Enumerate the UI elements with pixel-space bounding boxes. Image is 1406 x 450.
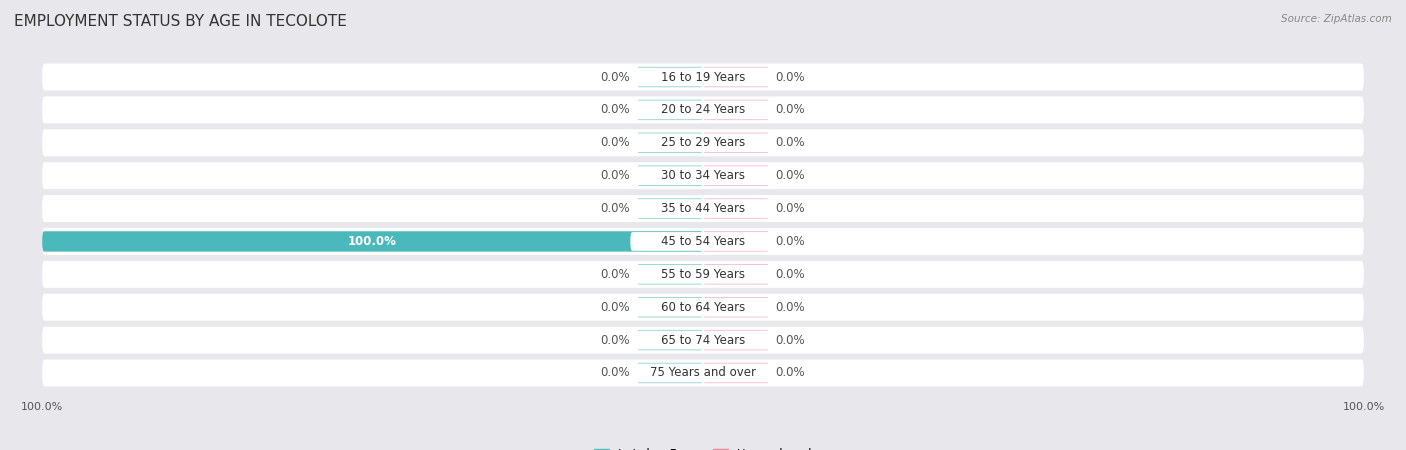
FancyBboxPatch shape	[630, 265, 776, 284]
FancyBboxPatch shape	[630, 232, 776, 251]
FancyBboxPatch shape	[703, 166, 769, 186]
Text: 100.0%: 100.0%	[349, 235, 396, 248]
FancyBboxPatch shape	[637, 363, 703, 383]
FancyBboxPatch shape	[637, 297, 703, 317]
FancyBboxPatch shape	[42, 195, 1364, 222]
Text: 0.0%: 0.0%	[600, 268, 630, 281]
FancyBboxPatch shape	[42, 162, 1364, 189]
FancyBboxPatch shape	[42, 327, 1364, 354]
FancyBboxPatch shape	[703, 297, 769, 317]
FancyBboxPatch shape	[637, 100, 703, 120]
Text: 0.0%: 0.0%	[600, 366, 630, 379]
FancyBboxPatch shape	[703, 133, 769, 153]
FancyBboxPatch shape	[630, 166, 776, 185]
FancyBboxPatch shape	[703, 330, 769, 350]
FancyBboxPatch shape	[637, 166, 703, 186]
FancyBboxPatch shape	[637, 264, 703, 284]
Text: 35 to 44 Years: 35 to 44 Years	[661, 202, 745, 215]
FancyBboxPatch shape	[42, 96, 1364, 123]
Text: 0.0%: 0.0%	[776, 235, 806, 248]
Text: 0.0%: 0.0%	[776, 169, 806, 182]
FancyBboxPatch shape	[703, 67, 769, 87]
Text: EMPLOYMENT STATUS BY AGE IN TECOLOTE: EMPLOYMENT STATUS BY AGE IN TECOLOTE	[14, 14, 347, 28]
FancyBboxPatch shape	[630, 199, 776, 218]
FancyBboxPatch shape	[637, 198, 703, 219]
Text: 0.0%: 0.0%	[776, 104, 806, 117]
Text: 0.0%: 0.0%	[600, 104, 630, 117]
Text: 16 to 19 Years: 16 to 19 Years	[661, 71, 745, 84]
FancyBboxPatch shape	[42, 129, 1364, 156]
Legend: In Labor Force, Unemployed: In Labor Force, Unemployed	[589, 443, 817, 450]
FancyBboxPatch shape	[637, 330, 703, 350]
Text: 30 to 34 Years: 30 to 34 Years	[661, 169, 745, 182]
FancyBboxPatch shape	[703, 264, 769, 284]
Text: 0.0%: 0.0%	[600, 301, 630, 314]
FancyBboxPatch shape	[703, 363, 769, 383]
FancyBboxPatch shape	[630, 331, 776, 350]
Text: 0.0%: 0.0%	[600, 202, 630, 215]
Text: 0.0%: 0.0%	[600, 136, 630, 149]
Text: 0.0%: 0.0%	[776, 333, 806, 346]
FancyBboxPatch shape	[703, 231, 769, 252]
Text: 0.0%: 0.0%	[776, 366, 806, 379]
FancyBboxPatch shape	[637, 133, 703, 153]
Text: 45 to 54 Years: 45 to 54 Years	[661, 235, 745, 248]
Text: Source: ZipAtlas.com: Source: ZipAtlas.com	[1281, 14, 1392, 23]
Text: 25 to 29 Years: 25 to 29 Years	[661, 136, 745, 149]
FancyBboxPatch shape	[703, 198, 769, 219]
FancyBboxPatch shape	[42, 360, 1364, 387]
Text: 0.0%: 0.0%	[776, 202, 806, 215]
Text: 0.0%: 0.0%	[600, 333, 630, 346]
FancyBboxPatch shape	[42, 261, 1364, 288]
FancyBboxPatch shape	[630, 133, 776, 152]
Text: 0.0%: 0.0%	[600, 169, 630, 182]
Text: 0.0%: 0.0%	[776, 301, 806, 314]
FancyBboxPatch shape	[42, 294, 1364, 321]
Text: 60 to 64 Years: 60 to 64 Years	[661, 301, 745, 314]
FancyBboxPatch shape	[630, 364, 776, 382]
Text: 75 Years and over: 75 Years and over	[650, 366, 756, 379]
FancyBboxPatch shape	[42, 63, 1364, 90]
FancyBboxPatch shape	[42, 228, 1364, 255]
FancyBboxPatch shape	[630, 100, 776, 119]
FancyBboxPatch shape	[637, 67, 703, 87]
FancyBboxPatch shape	[630, 68, 776, 86]
Text: 20 to 24 Years: 20 to 24 Years	[661, 104, 745, 117]
Text: 0.0%: 0.0%	[776, 268, 806, 281]
Text: 0.0%: 0.0%	[776, 71, 806, 84]
Text: 55 to 59 Years: 55 to 59 Years	[661, 268, 745, 281]
FancyBboxPatch shape	[703, 100, 769, 120]
Text: 0.0%: 0.0%	[600, 71, 630, 84]
Text: 65 to 74 Years: 65 to 74 Years	[661, 333, 745, 346]
Text: 0.0%: 0.0%	[776, 136, 806, 149]
FancyBboxPatch shape	[630, 298, 776, 317]
FancyBboxPatch shape	[42, 231, 703, 252]
